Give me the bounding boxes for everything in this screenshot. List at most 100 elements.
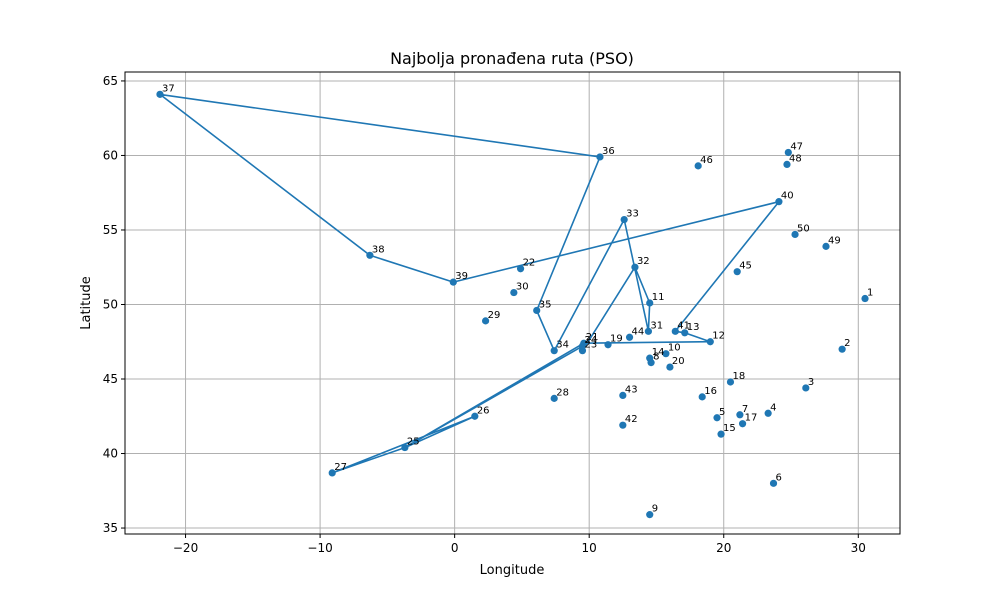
point-label-1: 1 <box>867 288 873 299</box>
point-label-13: 13 <box>687 322 700 333</box>
point-label-20: 20 <box>672 356 685 367</box>
route-point-5 <box>713 414 721 422</box>
point-label-35: 35 <box>539 299 552 310</box>
point-label-25: 25 <box>407 437 420 448</box>
route-point-44 <box>625 333 634 341</box>
route-point-27 <box>328 469 336 477</box>
route-point-7 <box>736 411 744 419</box>
point-label-17: 17 <box>745 413 758 424</box>
point-label-14: 14 <box>652 347 665 358</box>
point-label-23: 23 <box>584 340 597 351</box>
route-point-19 <box>604 341 612 349</box>
y-axis-label: Latitude <box>79 276 94 330</box>
route-point-26 <box>471 412 479 420</box>
y-axis-ticks: 35 40 45 50 55 60 65 <box>103 74 125 535</box>
x-tick-label: 30 <box>851 541 866 555</box>
point-label-34: 34 <box>556 340 569 351</box>
route-point-32 <box>631 263 639 271</box>
route-point-20 <box>666 363 674 371</box>
point-label-37: 37 <box>162 83 175 94</box>
y-tick-label: 65 <box>103 74 118 88</box>
route-point-38 <box>366 251 374 259</box>
route-point-50 <box>791 230 799 239</box>
point-label-11: 11 <box>652 292 665 303</box>
route-point-48 <box>783 160 791 168</box>
route-point-18 <box>726 378 735 386</box>
point-label-3: 3 <box>808 377 814 388</box>
point-label-42: 42 <box>625 414 638 425</box>
point-labels: 1234567891011121314151617181920212223242… <box>162 83 873 514</box>
point-label-5: 5 <box>719 407 725 418</box>
route-points <box>156 90 869 519</box>
route-point-34 <box>550 347 558 355</box>
route-point-3 <box>802 384 810 392</box>
point-label-29: 29 <box>488 310 501 321</box>
route-point-37 <box>156 90 164 98</box>
x-tick-label: 0 <box>451 541 459 555</box>
route-point-14 <box>646 354 654 362</box>
point-label-32: 32 <box>637 256 650 267</box>
point-label-50: 50 <box>797 223 810 234</box>
route-point-1 <box>861 294 869 303</box>
point-label-2: 2 <box>844 338 850 349</box>
point-label-15: 15 <box>723 423 736 434</box>
route-point-25 <box>401 443 409 452</box>
route-point-42 <box>619 421 627 429</box>
point-label-7: 7 <box>742 404 748 415</box>
route-series <box>159 93 780 474</box>
route-point-11 <box>646 299 654 307</box>
point-label-30: 30 <box>516 282 529 293</box>
y-tick-label: 55 <box>103 223 118 237</box>
route-point-10 <box>662 350 670 358</box>
route-point-16 <box>698 393 706 401</box>
point-label-43: 43 <box>625 384 638 395</box>
y-tick-label: 40 <box>103 447 118 461</box>
point-label-10: 10 <box>668 343 681 354</box>
point-label-8: 8 <box>653 352 659 363</box>
route-point-41 <box>671 327 679 335</box>
point-label-44: 44 <box>632 326 645 337</box>
y-tick-label: 35 <box>103 521 118 535</box>
x-tick-label: 10 <box>582 541 597 555</box>
route-point-2 <box>838 345 846 353</box>
route-point-12 <box>706 338 714 346</box>
y-tick-label: 60 <box>103 148 118 162</box>
point-label-46: 46 <box>700 155 713 166</box>
route-point-31 <box>644 327 652 335</box>
point-label-31: 31 <box>650 320 663 331</box>
point-label-36: 36 <box>602 146 615 157</box>
route-point-30 <box>510 288 518 297</box>
x-axis-label: Longitude <box>480 563 545 578</box>
route-point-46 <box>694 162 702 170</box>
point-label-47: 47 <box>790 141 803 152</box>
route-point-45 <box>733 268 741 276</box>
point-label-18: 18 <box>732 371 745 382</box>
route-point-13 <box>681 329 689 337</box>
y-tick-label: 45 <box>103 372 118 386</box>
route-point-24 <box>578 342 587 350</box>
point-label-24: 24 <box>584 335 597 346</box>
route-point-6 <box>769 479 778 487</box>
route-point-39 <box>449 278 457 286</box>
route-point-35 <box>533 306 541 315</box>
route-point-17 <box>738 420 747 428</box>
point-label-28: 28 <box>556 387 569 398</box>
x-tick-label: −10 <box>307 541 332 555</box>
point-label-49: 49 <box>828 235 841 246</box>
point-label-16: 16 <box>704 386 717 397</box>
route-point-15 <box>717 430 725 438</box>
route-point-36 <box>596 153 604 161</box>
point-label-22: 22 <box>523 258 536 269</box>
route-point-40 <box>775 198 783 206</box>
route-point-47 <box>784 148 792 157</box>
route-line <box>159 93 780 474</box>
point-label-6: 6 <box>776 472 782 483</box>
point-label-21: 21 <box>586 332 599 343</box>
route-point-9 <box>646 511 654 519</box>
chart-title: Najbolja pronađena ruta (PSO) <box>390 49 634 68</box>
route-point-28 <box>550 394 558 402</box>
point-label-33: 33 <box>626 209 639 220</box>
route-point-33 <box>620 215 628 224</box>
point-label-39: 39 <box>455 271 468 282</box>
